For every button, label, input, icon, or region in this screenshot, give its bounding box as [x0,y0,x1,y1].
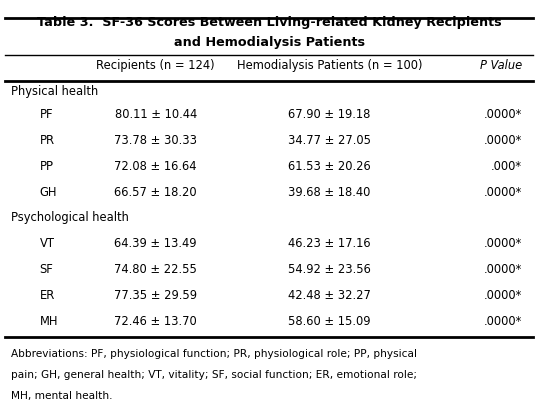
Text: P Value: P Value [480,59,522,72]
Text: .000*: .000* [491,160,522,173]
Text: 67.90 ± 19.18: 67.90 ± 19.18 [288,108,371,121]
Text: .0000*: .0000* [484,263,522,276]
Text: .0000*: .0000* [484,237,522,250]
Text: .0000*: .0000* [484,315,522,328]
Text: 34.77 ± 27.05: 34.77 ± 27.05 [288,133,371,147]
Text: MH: MH [40,315,58,328]
Text: 58.60 ± 15.09: 58.60 ± 15.09 [288,315,371,328]
Text: 42.48 ± 32.27: 42.48 ± 32.27 [288,289,371,302]
Text: MH, mental health.: MH, mental health. [11,391,112,400]
Text: PR: PR [40,133,55,147]
Text: 64.39 ± 13.49: 64.39 ± 13.49 [115,237,197,250]
Text: VT: VT [40,237,55,250]
Text: and Hemodialysis Patients: and Hemodialysis Patients [173,36,365,49]
Text: Psychological health: Psychological health [11,212,129,225]
Text: PP: PP [40,160,54,173]
Text: Abbreviations: PF, physiological function; PR, physiological role; PP, physical: Abbreviations: PF, physiological functio… [11,349,416,359]
Text: 61.53 ± 20.26: 61.53 ± 20.26 [288,160,371,173]
Text: Hemodialysis Patients (n = 100): Hemodialysis Patients (n = 100) [237,59,422,72]
Text: Physical health: Physical health [11,85,98,98]
Text: ER: ER [40,289,55,302]
Text: 80.11 ± 10.44: 80.11 ± 10.44 [115,108,197,121]
Text: .0000*: .0000* [484,289,522,302]
Text: .0000*: .0000* [484,108,522,121]
Text: Recipients (n = 124): Recipients (n = 124) [96,59,215,72]
Text: 72.08 ± 16.64: 72.08 ± 16.64 [115,160,197,173]
Text: GH: GH [40,186,57,199]
Text: 66.57 ± 18.20: 66.57 ± 18.20 [115,186,197,199]
Text: .0000*: .0000* [484,133,522,147]
Text: 73.78 ± 30.33: 73.78 ± 30.33 [114,133,197,147]
Text: 72.46 ± 13.70: 72.46 ± 13.70 [114,315,197,328]
Text: 74.80 ± 22.55: 74.80 ± 22.55 [114,263,197,276]
Text: 46.23 ± 17.16: 46.23 ± 17.16 [288,237,371,250]
Text: Table 3.  SF-36 Scores Between Living-related Kidney Recipients: Table 3. SF-36 Scores Between Living-rel… [37,16,501,29]
Text: .0000*: .0000* [484,186,522,199]
Text: 77.35 ± 29.59: 77.35 ± 29.59 [114,289,197,302]
Text: pain; GH, general health; VT, vitality; SF, social function; ER, emotional role;: pain; GH, general health; VT, vitality; … [11,370,416,380]
Text: SF: SF [40,263,53,276]
Text: PF: PF [40,108,53,121]
Text: 39.68 ± 18.40: 39.68 ± 18.40 [288,186,371,199]
Text: 54.92 ± 23.56: 54.92 ± 23.56 [288,263,371,276]
